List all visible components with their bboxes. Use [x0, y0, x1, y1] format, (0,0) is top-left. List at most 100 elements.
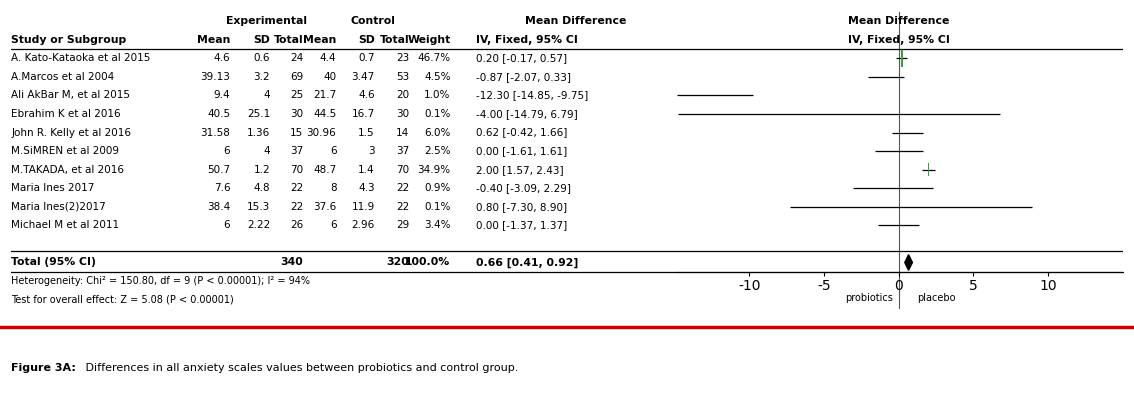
Text: 0.20 [-0.17, 0.57]: 0.20 [-0.17, 0.57]	[475, 53, 567, 63]
Text: 4.6: 4.6	[358, 90, 375, 101]
Text: John R. Kelly et al 2016: John R. Kelly et al 2016	[11, 128, 132, 137]
Text: Mean Difference: Mean Difference	[848, 16, 949, 26]
Text: Total: Total	[380, 35, 409, 45]
Text: -0.87 [-2.07, 0.33]: -0.87 [-2.07, 0.33]	[475, 72, 570, 82]
Text: 0.9%: 0.9%	[424, 183, 450, 193]
Text: 48.7: 48.7	[313, 165, 337, 175]
Text: 25: 25	[290, 90, 303, 101]
Text: 15: 15	[290, 128, 303, 137]
Text: 9.4: 9.4	[213, 90, 230, 101]
Text: 4.4: 4.4	[320, 53, 337, 63]
Text: 22: 22	[396, 202, 409, 212]
Text: 4: 4	[263, 90, 270, 101]
Text: 4.8: 4.8	[253, 183, 270, 193]
Text: 31.58: 31.58	[201, 128, 230, 137]
Text: Maria Ines 2017: Maria Ines 2017	[11, 183, 95, 193]
Text: 2.5%: 2.5%	[424, 146, 450, 156]
Text: 40.5: 40.5	[208, 109, 230, 119]
Text: 4: 4	[263, 146, 270, 156]
Text: Mean: Mean	[303, 35, 337, 45]
Bar	[900, 50, 903, 67]
Text: 340: 340	[280, 257, 303, 267]
Text: 24: 24	[290, 53, 303, 63]
Text: 0.80 [-7.30, 8.90]: 0.80 [-7.30, 8.90]	[475, 202, 567, 212]
Text: 26: 26	[290, 220, 303, 230]
Polygon shape	[905, 255, 913, 270]
Text: 22: 22	[290, 202, 303, 212]
Text: -0.40 [-3.09, 2.29]: -0.40 [-3.09, 2.29]	[475, 183, 570, 193]
Text: 1.5: 1.5	[358, 128, 375, 137]
Text: Total: Total	[273, 35, 303, 45]
Text: 37: 37	[396, 146, 409, 156]
Text: 46.7%: 46.7%	[417, 53, 450, 63]
Text: placebo: placebo	[916, 293, 955, 303]
Text: 29: 29	[396, 220, 409, 230]
Text: 2.00 [1.57, 2.43]: 2.00 [1.57, 2.43]	[475, 165, 564, 175]
Text: Weight: Weight	[407, 35, 450, 45]
Text: M.TAKADA, et al 2016: M.TAKADA, et al 2016	[11, 165, 125, 175]
Text: 4.5%: 4.5%	[424, 72, 450, 82]
Text: 22: 22	[290, 183, 303, 193]
Text: 69: 69	[290, 72, 303, 82]
Text: 37: 37	[290, 146, 303, 156]
Text: Experimental: Experimental	[227, 16, 307, 26]
Text: 11.9: 11.9	[352, 202, 375, 212]
Text: Ali AkBar M, et al 2015: Ali AkBar M, et al 2015	[11, 90, 130, 101]
Text: IV, Fixed, 95% CI: IV, Fixed, 95% CI	[848, 35, 949, 45]
Text: 3.2: 3.2	[253, 72, 270, 82]
Text: Test for overall effect: Z = 5.08 (P < 0.00001): Test for overall effect: Z = 5.08 (P < 0…	[11, 295, 234, 305]
Text: 2.96: 2.96	[352, 220, 375, 230]
Text: A. Kato-Kataoka et al 2015: A. Kato-Kataoka et al 2015	[11, 53, 151, 63]
Text: 3.4%: 3.4%	[424, 220, 450, 230]
Text: 34.9%: 34.9%	[417, 165, 450, 175]
Text: SD: SD	[253, 35, 270, 45]
Text: 0.00 [-1.37, 1.37]: 0.00 [-1.37, 1.37]	[475, 220, 567, 230]
Text: 0.1%: 0.1%	[424, 202, 450, 212]
Text: 15.3: 15.3	[247, 202, 270, 212]
Text: 100.0%: 100.0%	[405, 257, 450, 267]
Text: -12.30 [-14.85, -9.75]: -12.30 [-14.85, -9.75]	[475, 90, 587, 101]
Text: 14: 14	[396, 128, 409, 137]
Text: 320: 320	[387, 257, 409, 267]
Text: 6: 6	[223, 146, 230, 156]
Text: 4.3: 4.3	[358, 183, 375, 193]
Text: 4.6: 4.6	[213, 53, 230, 63]
Text: 0.6: 0.6	[254, 53, 270, 63]
Text: 53: 53	[396, 72, 409, 82]
Text: 23: 23	[396, 53, 409, 63]
Text: 1.2: 1.2	[253, 165, 270, 175]
Text: 0.7: 0.7	[358, 53, 375, 63]
Text: 1.0%: 1.0%	[424, 90, 450, 101]
Text: A.Marcos et al 2004: A.Marcos et al 2004	[11, 72, 115, 82]
Text: SD: SD	[358, 35, 375, 45]
Text: 50.7: 50.7	[208, 165, 230, 175]
Text: IV, Fixed, 95% CI: IV, Fixed, 95% CI	[475, 35, 577, 45]
Bar	[928, 163, 929, 176]
Text: probiotics: probiotics	[845, 293, 892, 303]
Text: Heterogeneity: Chi² = 150.80, df = 9 (P < 0.00001); I² = 94%: Heterogeneity: Chi² = 150.80, df = 9 (P …	[11, 276, 311, 286]
Text: 20: 20	[396, 90, 409, 101]
Text: Mean: Mean	[197, 35, 230, 45]
Text: 6: 6	[330, 220, 337, 230]
Text: 3: 3	[369, 146, 375, 156]
Text: 70: 70	[396, 165, 409, 175]
Text: 0.1%: 0.1%	[424, 109, 450, 119]
Text: 70: 70	[290, 165, 303, 175]
Text: Michael M et al 2011: Michael M et al 2011	[11, 220, 119, 230]
Text: 21.7: 21.7	[313, 90, 337, 101]
Text: 30.96: 30.96	[306, 128, 337, 137]
Text: 16.7: 16.7	[352, 109, 375, 119]
Text: M.SiMREN et al 2009: M.SiMREN et al 2009	[11, 146, 119, 156]
Text: Ebrahim K et al 2016: Ebrahim K et al 2016	[11, 109, 121, 119]
Text: 22: 22	[396, 183, 409, 193]
Text: Total (95% CI): Total (95% CI)	[11, 257, 96, 267]
Text: 6.0%: 6.0%	[424, 128, 450, 137]
Text: Study or Subgroup: Study or Subgroup	[11, 35, 127, 45]
Text: Control: Control	[350, 16, 396, 26]
Text: 8: 8	[330, 183, 337, 193]
Text: Maria Ines(2)2017: Maria Ines(2)2017	[11, 202, 107, 212]
Text: 1.36: 1.36	[247, 128, 270, 137]
Text: 44.5: 44.5	[313, 109, 337, 119]
Text: 37.6: 37.6	[313, 202, 337, 212]
Text: Differences in all anxiety scales values between probiotics and control group.: Differences in all anxiety scales values…	[82, 363, 518, 373]
